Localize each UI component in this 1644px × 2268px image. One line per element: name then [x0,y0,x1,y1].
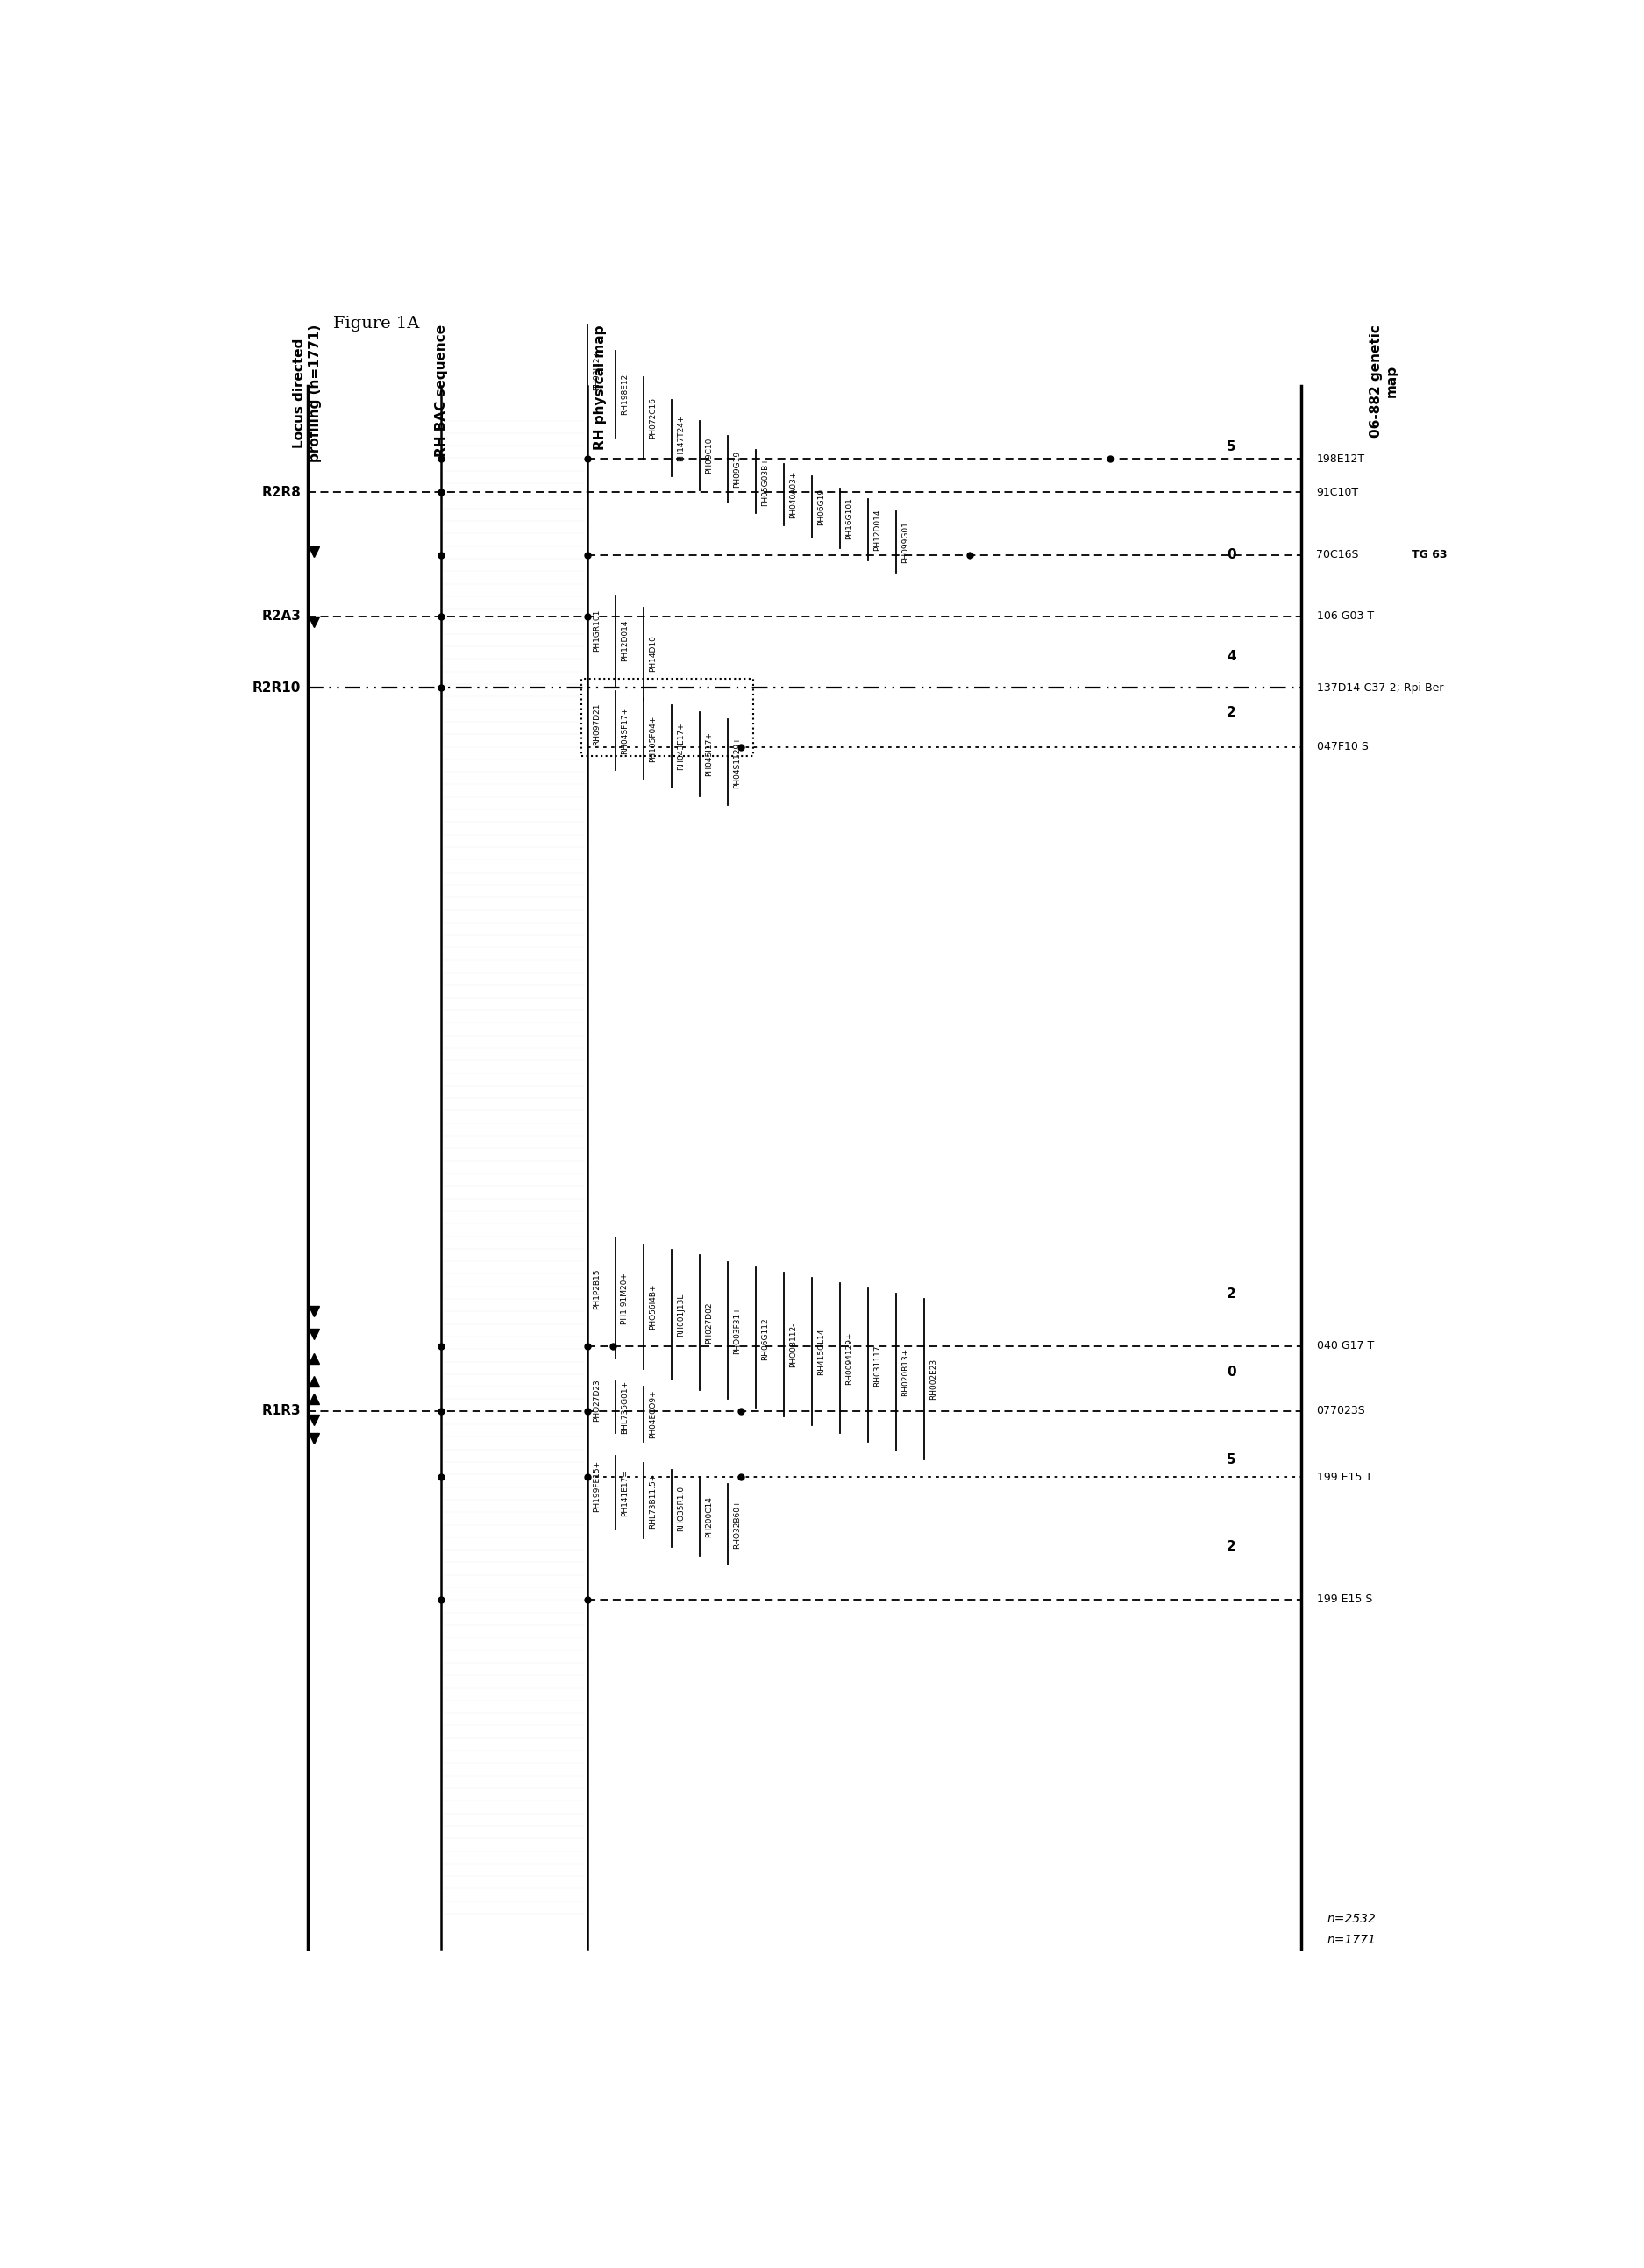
Text: PHO03F31+: PHO03F31+ [733,1306,741,1354]
Text: RH06G112-: RH06G112- [761,1315,769,1361]
Text: 06-882 genetic
map: 06-882 genetic map [1369,324,1399,438]
Text: PH1 91M20+: PH1 91M20+ [621,1272,628,1325]
Text: RH0094129+: RH0094129+ [845,1331,853,1386]
Text: PH09G19: PH09G19 [733,451,741,488]
Text: n=2532: n=2532 [1327,1912,1376,1926]
Text: PH04S1129+: PH04S1129+ [733,735,741,789]
Text: 5: 5 [1226,1454,1236,1467]
Text: n=1771: n=1771 [1327,1935,1376,1946]
Text: RH020B13+: RH020B13+ [901,1347,909,1397]
Text: 2: 2 [1226,705,1236,719]
Text: RHL73B11.5+: RHL73B11.5+ [649,1472,658,1529]
Text: PHO56I4B+: PHO56I4B+ [649,1284,658,1329]
Text: PH05G03B+: PH05G03B+ [761,458,769,506]
Text: PHO27D23: PHO27D23 [593,1379,600,1422]
Text: 077023S: 077023S [1317,1406,1366,1418]
Text: RHO35R1.0: RHO35R1.0 [677,1486,686,1531]
Text: PH16G101: PH16G101 [845,497,853,540]
Text: PH12D014: PH12D014 [873,508,881,551]
Text: PH147T24+: PH147T24+ [677,415,686,460]
Text: 2: 2 [1226,1288,1236,1300]
Text: PH14D10: PH14D10 [649,635,658,671]
Text: RH001J13L: RH001J13L [677,1293,686,1336]
Text: 0: 0 [1226,1365,1236,1379]
Text: RH043E17+: RH043E17+ [677,721,686,771]
Text: PH141E17=: PH141E17= [621,1470,628,1517]
Text: R2R10: R2R10 [253,680,301,694]
Text: 106 G03 T: 106 G03 T [1317,610,1374,621]
Text: RH031117: RH031117 [873,1345,881,1386]
Text: RH physical map: RH physical map [593,324,607,449]
Text: PH1P2B15: PH1P2B15 [593,1270,600,1311]
Text: 199 E15 S: 199 E15 S [1317,1594,1373,1606]
Text: RH BAC sequence: RH BAC sequence [434,324,447,458]
Text: 91C10T: 91C10T [1317,488,1358,499]
Text: PH072C16: PH072C16 [649,397,658,438]
Text: RH002E23: RH002E23 [929,1359,937,1399]
Text: Locus directed
profiling (n=1771): Locus directed profiling (n=1771) [293,324,322,463]
Text: PH09C10: PH09C10 [705,438,713,474]
Text: 137D14-C37-2; Rpi-Ber: 137D14-C37-2; Rpi-Ber [1317,683,1443,694]
Text: 2: 2 [1226,1540,1236,1554]
Text: PH200C14: PH200C14 [705,1497,713,1538]
Text: PH12D014: PH12D014 [621,619,628,662]
Text: RH198E12: RH198E12 [621,374,628,415]
Text: 040 G17 T: 040 G17 T [1317,1340,1374,1352]
Text: R2A3: R2A3 [261,610,301,624]
Text: Figure 1A: Figure 1A [332,315,419,331]
Text: R1R3: R1R3 [261,1404,301,1418]
Text: PH199FE15+: PH199FE15+ [593,1461,600,1513]
Text: RHO32B60+: RHO32B60+ [733,1499,741,1549]
Text: PH1GR101: PH1GR101 [593,608,600,651]
Text: RH097D21: RH097D21 [593,703,600,746]
Text: R2R8: R2R8 [261,485,301,499]
Text: PH06G19: PH06G19 [817,488,825,526]
Text: 5: 5 [1226,440,1236,454]
Text: 047F10 S: 047F10 S [1317,742,1368,753]
Text: 4: 4 [1226,649,1236,662]
Text: PH099G01: PH099G01 [901,522,909,562]
Text: PH04ECO9+: PH04ECO9+ [649,1390,658,1438]
Text: RH04SF17+: RH04SF17+ [621,708,628,755]
Text: RH93I12+: RH93I12+ [593,349,600,390]
Text: 70C16S: 70C16S [1317,549,1360,560]
Text: PH040A03+: PH040A03+ [789,472,797,519]
Text: 199 E15 T: 199 E15 T [1317,1472,1371,1483]
Bar [582,678,753,755]
Text: TG 63: TG 63 [1412,549,1448,560]
Text: RH415GL14: RH415GL14 [817,1329,825,1374]
Text: PH045I17+: PH045I17+ [705,733,713,776]
Text: 198E12T: 198E12T [1317,454,1365,465]
Text: PHO0B112-: PHO0B112- [789,1322,797,1368]
Text: 0: 0 [1226,549,1236,562]
Text: BHL735G01+: BHL735G01+ [621,1381,628,1433]
Text: PH027D02: PH027D02 [705,1302,713,1343]
Text: PH105F04+: PH105F04+ [649,714,658,762]
